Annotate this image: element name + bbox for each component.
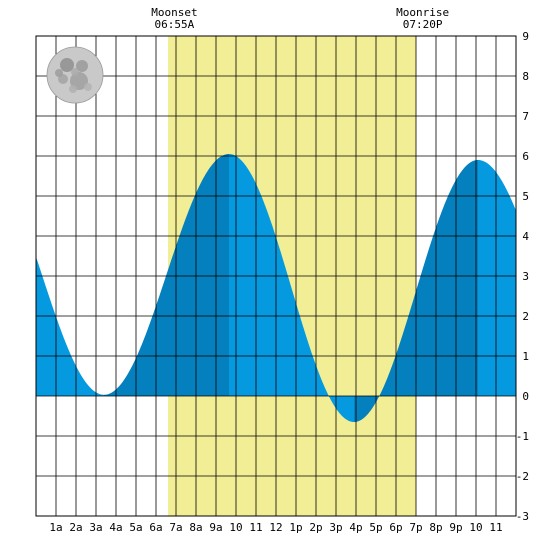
x-tick-label: 4p xyxy=(349,521,362,534)
rising-tide-segment xyxy=(104,154,229,396)
x-tick-label: 5a xyxy=(129,521,142,534)
moon-event-time: 06:55A xyxy=(155,18,195,31)
y-tick-label: 6 xyxy=(522,150,529,163)
y-tick-label: 5 xyxy=(522,190,529,203)
x-tick-label: 2p xyxy=(309,521,322,534)
y-tick-label: -2 xyxy=(516,470,529,483)
y-tick-label: 7 xyxy=(522,110,529,123)
y-tick-label: -1 xyxy=(516,430,529,443)
falling-tide-segment xyxy=(478,160,516,396)
moon-crater xyxy=(76,60,88,72)
y-tick-label: 1 xyxy=(522,350,529,363)
moon-crater xyxy=(71,68,79,76)
x-tick-label: 9a xyxy=(209,521,222,534)
x-tick-label: 6a xyxy=(149,521,162,534)
x-tick-label: 11 xyxy=(489,521,502,534)
falling-tide-segment xyxy=(229,154,354,422)
y-tick-label: 8 xyxy=(522,70,529,83)
moon-event-time: 07:20P xyxy=(403,18,443,31)
x-tick-label: 2a xyxy=(69,521,82,534)
y-tick-label: 0 xyxy=(522,390,529,403)
moon-crater xyxy=(55,69,63,77)
y-tick-label: 2 xyxy=(522,310,529,323)
x-tick-label: 4a xyxy=(109,521,122,534)
x-tick-label: 1p xyxy=(289,521,302,534)
moon-event-label: Moonset xyxy=(151,6,197,19)
y-tick-label: 3 xyxy=(522,270,529,283)
moon-crater xyxy=(84,83,92,91)
plot-border xyxy=(35,35,517,517)
moon-crater xyxy=(60,58,74,72)
falling-tide-segment xyxy=(36,256,104,396)
x-tick-label: 11 xyxy=(249,521,262,534)
x-tick-label: 6p xyxy=(389,521,402,534)
x-tick-label: 12 xyxy=(269,521,282,534)
x-tick-label: 3a xyxy=(89,521,102,534)
full-moon-icon xyxy=(46,46,104,104)
x-tick-label: 8p xyxy=(429,521,442,534)
y-axis-ticks: 9 8 7 6 5 4 3 2 1 0 -1 -2 -3 xyxy=(516,30,530,523)
x-tick-label: 5p xyxy=(369,521,382,534)
moon-event-label: Moonrise xyxy=(396,6,449,19)
x-tick-label: 1a xyxy=(49,521,62,534)
x-axis-ticks: 1a 2a 3a 4a 5a 6a 7a 8a 9a 10 11 12 1p 2p 3p 4p 5p 6p 7p 8p… xyxy=(49,521,502,534)
chart-grid xyxy=(35,35,517,517)
x-tick-label: 7p xyxy=(409,521,422,534)
y-tick-label: 9 xyxy=(522,30,529,43)
x-tick-label: 9p xyxy=(449,521,462,534)
x-tick-label: 7a xyxy=(169,521,182,534)
y-tick-label: 4 xyxy=(522,230,529,243)
x-tick-label: 10 xyxy=(469,521,482,534)
x-tick-label: 3p xyxy=(329,521,342,534)
x-tick-label: 8a xyxy=(189,521,202,534)
moon-crater xyxy=(69,85,77,93)
y-tick-label: -3 xyxy=(516,510,529,523)
x-tick-label: 10 xyxy=(229,521,242,534)
